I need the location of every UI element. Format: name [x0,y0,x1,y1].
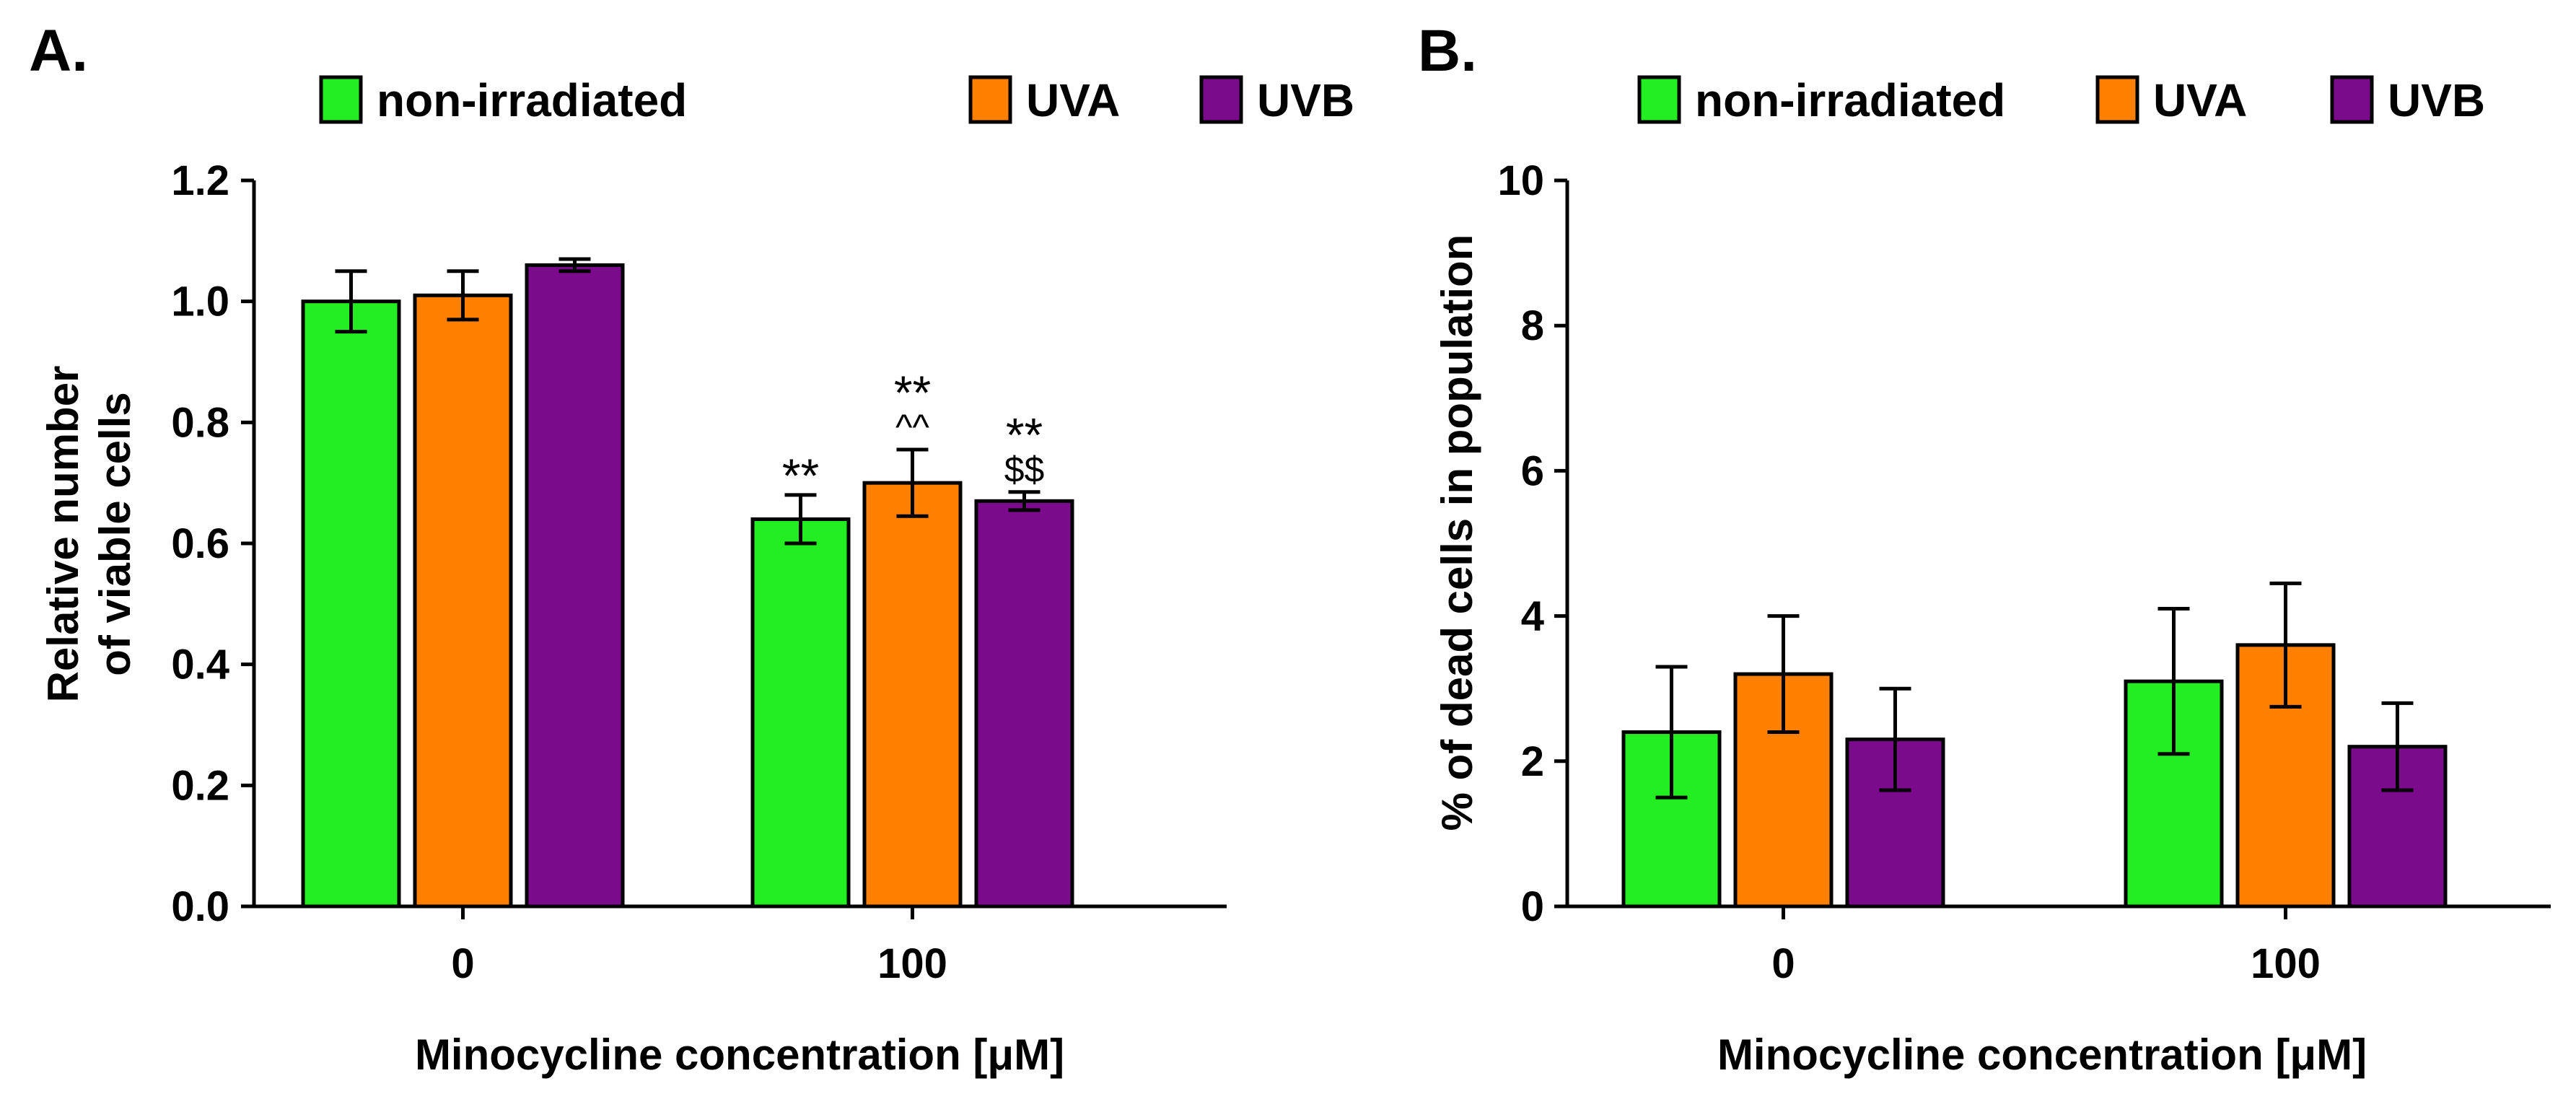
significance-annotation: ** [894,366,931,419]
axes: 0 100 0.0 0.2 0.4 0.6 0.8 1.0 1.2 [171,157,1227,987]
bar [301,299,401,909]
bar [974,499,1074,909]
bar [862,481,963,909]
legend: non-irradiated UVA UVB [319,74,1354,126]
bar [1733,672,1834,909]
y-axis-label: % of dead cells in population [1433,235,1481,831]
panel-a: A. non-irradiated UVA UVB ****^^ **$$ 0 1000… [29,18,1354,1079]
x-axis-label: Minocycline concentration [μM] [415,1030,1064,1079]
y-tick-label: 0.4 [171,642,229,688]
x-tick-label: 100 [877,940,947,987]
y-tick-label: 8 [1521,302,1544,349]
x-tick-label: 0 [451,940,474,987]
legend-swatch-uvb [2330,75,2374,124]
y-axis-label-line1: Relative number [39,366,87,703]
legend-label-uva: UVA [1026,74,1120,126]
significance-annotation: ** [1006,408,1043,462]
legend: non-irradiated UVA UVB [1637,74,2485,126]
y-tick-label: 0.0 [171,883,229,930]
axes: 0 100 0 2 4 6 8 10 [1497,157,2551,987]
bar [750,517,851,909]
panel-b: B. non-irradiated UVA UVB 0 100 0 2 4 6 8 10 Mino… [1418,18,2551,1079]
y-tick-label: 2 [1521,738,1544,785]
legend-label-uvb: UVB [2388,74,2485,126]
legend-swatch-uvb [1199,75,1243,124]
panel-label: A. [29,18,88,84]
significance-annotation: $$ [1004,450,1045,490]
x-axis-label: Minocycline concentration [μM] [1717,1030,2367,1079]
legend-swatch-non-irradiated [319,75,363,124]
y-tick-label: 0.8 [171,399,229,446]
bars: ****^^ **$$ [301,257,1074,909]
y-tick-label: 4 [1521,593,1544,640]
y-tick-label: 0.2 [171,762,229,809]
legend-swatch-non-irradiated [1637,75,1681,124]
y-tick-label: 1.2 [171,157,229,204]
y-tick-label: 10 [1497,157,1544,204]
x-tick-label: 100 [2251,940,2321,987]
y-tick-label: 1.0 [171,279,229,325]
significance-annotation: ** [782,449,819,502]
y-tick-label: 0.6 [171,520,229,567]
legend-label-uva: UVA [2153,74,2247,126]
y-tick-label: 0 [1521,883,1544,930]
legend-label-non-irradiated: non-irradiated [377,74,687,126]
legend-swatch-uva [968,75,1012,124]
legend-label-non-irradiated: non-irradiated [1695,74,2005,126]
bars [1621,581,2448,909]
significance-annotation: ^^ [895,407,929,447]
legend-swatch-uva [2095,75,2139,124]
legend-label-uvb: UVB [1257,74,1354,126]
panel-label: B. [1418,18,1477,84]
y-axis-label-line2: of viable cells [91,392,139,676]
bar [413,293,513,909]
bar [525,263,625,909]
y-tick-label: 6 [1521,447,1544,494]
x-tick-label: 0 [1771,940,1795,987]
